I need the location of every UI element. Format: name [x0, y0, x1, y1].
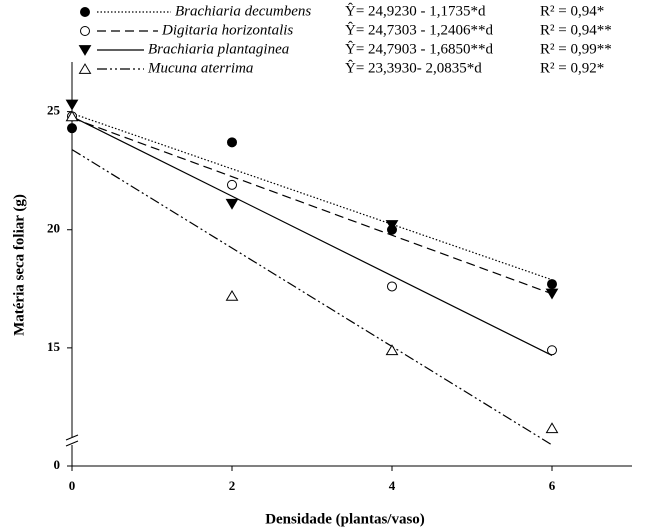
data-point	[547, 279, 557, 290]
r-squared: R² = 0,92*	[540, 60, 604, 76]
data-point	[227, 137, 237, 148]
data-point	[67, 123, 77, 134]
y-tick-label: 0	[54, 457, 61, 472]
y-tick-label: 15	[47, 339, 61, 354]
r-squared: R² = 0,94**	[540, 22, 612, 38]
x-tick-label: 0	[69, 478, 76, 493]
equation: Ŷ= 23,3930- 2,0835*d	[345, 59, 482, 76]
data-point	[65, 99, 79, 111]
legend-marker	[78, 45, 92, 56]
regression-line	[71, 149, 553, 446]
legend-marker	[80, 7, 90, 17]
data-point	[545, 422, 559, 434]
legend-label: Brachiaria decumbens	[175, 3, 311, 19]
data-point	[385, 220, 399, 231]
y-axis-label: Matéria seca foliar (g)	[11, 194, 27, 336]
r-squared: R² = 0,99**	[540, 41, 612, 57]
axis-break	[65, 440, 79, 447]
data-point	[547, 345, 557, 356]
equation: Ŷ= 24,7903 - 1,6850**d	[345, 40, 494, 57]
data-point	[65, 110, 79, 122]
data-point	[387, 281, 397, 292]
data-point	[385, 344, 399, 356]
y-tick-label: 20	[47, 221, 60, 236]
data-point	[545, 288, 559, 300]
legend-label: Mucuna aterrima	[147, 60, 253, 76]
legend-label: Brachiaria plantaginea	[148, 41, 289, 57]
regression-line	[71, 117, 553, 295]
regression-line	[71, 112, 553, 281]
axis-break-gap	[66, 437, 78, 445]
data-point	[225, 198, 239, 210]
data-point	[225, 289, 239, 301]
axis-break	[65, 434, 79, 441]
x-tick-label: 4	[389, 478, 396, 493]
legend-marker	[78, 63, 92, 74]
regression-line	[71, 116, 553, 356]
legend-marker	[80, 26, 90, 36]
r-squared: R² = 0,94*	[540, 3, 604, 19]
x-tick-label: 6	[549, 478, 556, 493]
equation: Ŷ= 24,7303 - 1,2406**d	[345, 21, 494, 38]
data-point	[227, 179, 237, 190]
x-tick-label: 2	[229, 478, 236, 493]
legend-label: Digitaria horizontalis	[161, 22, 293, 38]
y-tick-label: 25	[47, 103, 61, 118]
equation: Ŷ= 24,9230 - 1,1735*d	[345, 2, 486, 19]
x-axis-label: Densidade (plantas/vaso)	[265, 511, 425, 527]
